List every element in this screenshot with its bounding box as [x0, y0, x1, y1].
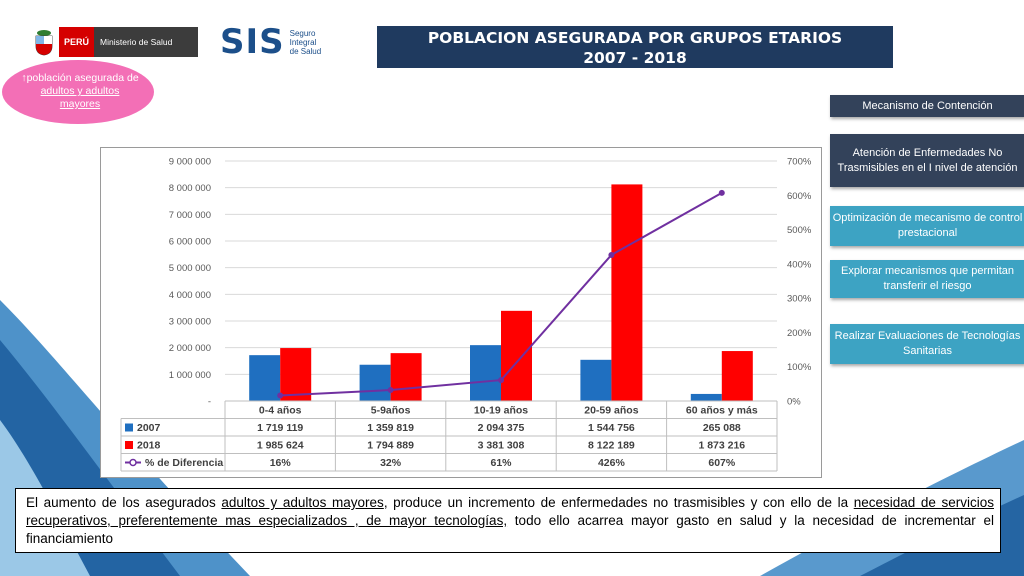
- legend-label: 2007: [137, 422, 161, 434]
- x-category-label: 5-9años: [371, 405, 411, 417]
- x-category-label: 60 años y más: [686, 405, 758, 417]
- x-category-label: 20-59 años: [584, 405, 638, 417]
- bar-2018: [390, 353, 422, 401]
- ministry-logo: PERÚ Ministerio de Salud: [30, 22, 199, 62]
- sis-tagline-line: Integral: [289, 37, 317, 47]
- y-tick-label: 5 000 000: [169, 263, 211, 274]
- point-diferencia: [498, 377, 504, 384]
- y-tick-label: 9 000 000: [169, 157, 211, 168]
- side-box-evaluaciones: Realizar Evaluaciones de Tecnologías San…: [830, 324, 1024, 364]
- legend-key: [125, 441, 133, 449]
- table-cell: 2 094 375: [478, 422, 525, 434]
- y-tick-label: 2 000 000: [169, 343, 211, 354]
- sis-logo: SIS Seguro Integral de Salud: [220, 22, 321, 62]
- sis-logo-text: SIS: [220, 22, 285, 62]
- y2-tick-label: 700%: [787, 157, 812, 168]
- table-cell: 607%: [708, 457, 736, 469]
- table-cell: 32%: [380, 457, 402, 469]
- bubble-link-text: adultos y adultos mayores: [40, 85, 120, 110]
- table-cell: 61%: [490, 457, 512, 469]
- table-cell: 1 794 889: [367, 440, 414, 452]
- legend-label: 2018: [137, 440, 161, 452]
- bar-2007: [359, 364, 391, 401]
- sis-tagline-line: de Salud: [289, 46, 322, 56]
- y2-tick-label: 600%: [787, 191, 812, 202]
- title-line-1: POBLACION ASEGURADA POR GRUPOS ETARIOS: [427, 29, 843, 47]
- table-cell: 16%: [270, 457, 292, 469]
- peru-label: PERÚ: [58, 27, 95, 57]
- x-category-label: 0-4 años: [259, 405, 302, 417]
- title-line-2: 2007 - 2018: [583, 49, 687, 67]
- y2-tick-label: 500%: [787, 225, 812, 236]
- y-tick-label: 4 000 000: [169, 290, 211, 301]
- y-tick-label: -: [208, 397, 211, 408]
- chart-container: - 1 000 000 2 000 000 3 000 000 4 000 000 5 0…: [100, 147, 822, 478]
- y2-tick-label: 100%: [787, 362, 812, 373]
- conclusion-underlined: necesidad de servicios recuperativos, pr…: [26, 495, 994, 528]
- side-box-optimizacion: Optimización de mecanismo de control pre…: [830, 206, 1024, 246]
- conclusion-part: El aumento de los asegurados: [26, 495, 222, 510]
- y-tick-label: 8 000 000: [169, 183, 211, 194]
- point-diferencia: [718, 189, 725, 196]
- bubble-text-part: población asegurada de: [26, 72, 139, 84]
- bar-2018: [721, 351, 753, 401]
- table-cell: 426%: [598, 457, 626, 469]
- y2-tick-label: 400%: [787, 259, 812, 270]
- bar-2018: [280, 348, 312, 401]
- side-box-contencion: Mecanismo de Contención: [830, 95, 1024, 117]
- legend-key: [125, 423, 133, 432]
- bar-2007: [580, 359, 612, 401]
- table-cell: 265 088: [703, 422, 741, 434]
- sis-tagline: Seguro Integral de Salud: [290, 29, 322, 56]
- highlight-bubble: ↑población asegurada de adultos y adulto…: [2, 60, 154, 124]
- page-title: POBLACION ASEGURADA POR GRUPOS ETARIOS 2…: [377, 26, 893, 68]
- conclusion-text: El aumento de los asegurados adultos y a…: [26, 494, 994, 548]
- legend-label: % de Diferencia: [145, 457, 223, 469]
- table-cell: 1 873 216: [698, 440, 745, 452]
- side-box-atencion: Atención de Enfermedades No Trasmisibles…: [830, 134, 1024, 187]
- x-category-label: 10-19 años: [474, 405, 528, 417]
- conclusion-part: , produce un incremento de enfermedades …: [383, 495, 854, 510]
- point-diferencia: [608, 251, 615, 258]
- y2-tick-label: 300%: [787, 294, 812, 305]
- point-diferencia: [387, 387, 394, 394]
- peru-coat-of-arms-icon: [30, 27, 58, 57]
- conclusion-underlined: adultos y adultos mayores: [221, 495, 384, 510]
- table-cell: 1 985 624: [257, 440, 304, 452]
- table-cell: 8 122 189: [588, 440, 635, 452]
- table-cell: 1 359 819: [367, 422, 414, 434]
- legend-key-marker: [129, 458, 137, 467]
- bar-2007: [690, 393, 722, 401]
- bar-2018: [611, 184, 643, 401]
- table-cell: 1 544 756: [588, 422, 635, 434]
- y-tick-label: 3 000 000: [169, 317, 211, 328]
- table-cell: 1 719 119: [257, 422, 303, 434]
- conclusion-part: todo ello acarrea mayor gasto en salud y…: [26, 513, 995, 546]
- up-arrow-icon: ↑: [21, 72, 27, 84]
- bubble-text: ↑población asegurada de adultos y adulto…: [20, 72, 140, 111]
- y-tick-label: 1 000 000: [169, 370, 211, 381]
- bar-line-chart: - 1 000 000 2 000 000 3 000 000 4 000 000 5 0…: [120, 157, 812, 472]
- bar-2018: [501, 310, 532, 401]
- y-tick-label: 7 000 000: [169, 210, 211, 221]
- bar-2007: [249, 355, 281, 401]
- sis-tagline-line: Seguro: [289, 28, 316, 38]
- ministry-label: Ministerio de Salud: [94, 27, 199, 57]
- y2-tick-label: 200%: [787, 328, 812, 339]
- point-diferencia: [277, 392, 284, 399]
- conclusion-box: El aumento de los asegurados adultos y a…: [15, 488, 1001, 553]
- table-cell: 3 381 308: [478, 440, 525, 452]
- bar-2007: [470, 345, 501, 401]
- y-tick-label: 6 000 000: [169, 237, 211, 248]
- side-box-explorar: Explorar mecanismos que permitan transfe…: [830, 260, 1024, 298]
- y2-tick-label: 0%: [787, 397, 801, 408]
